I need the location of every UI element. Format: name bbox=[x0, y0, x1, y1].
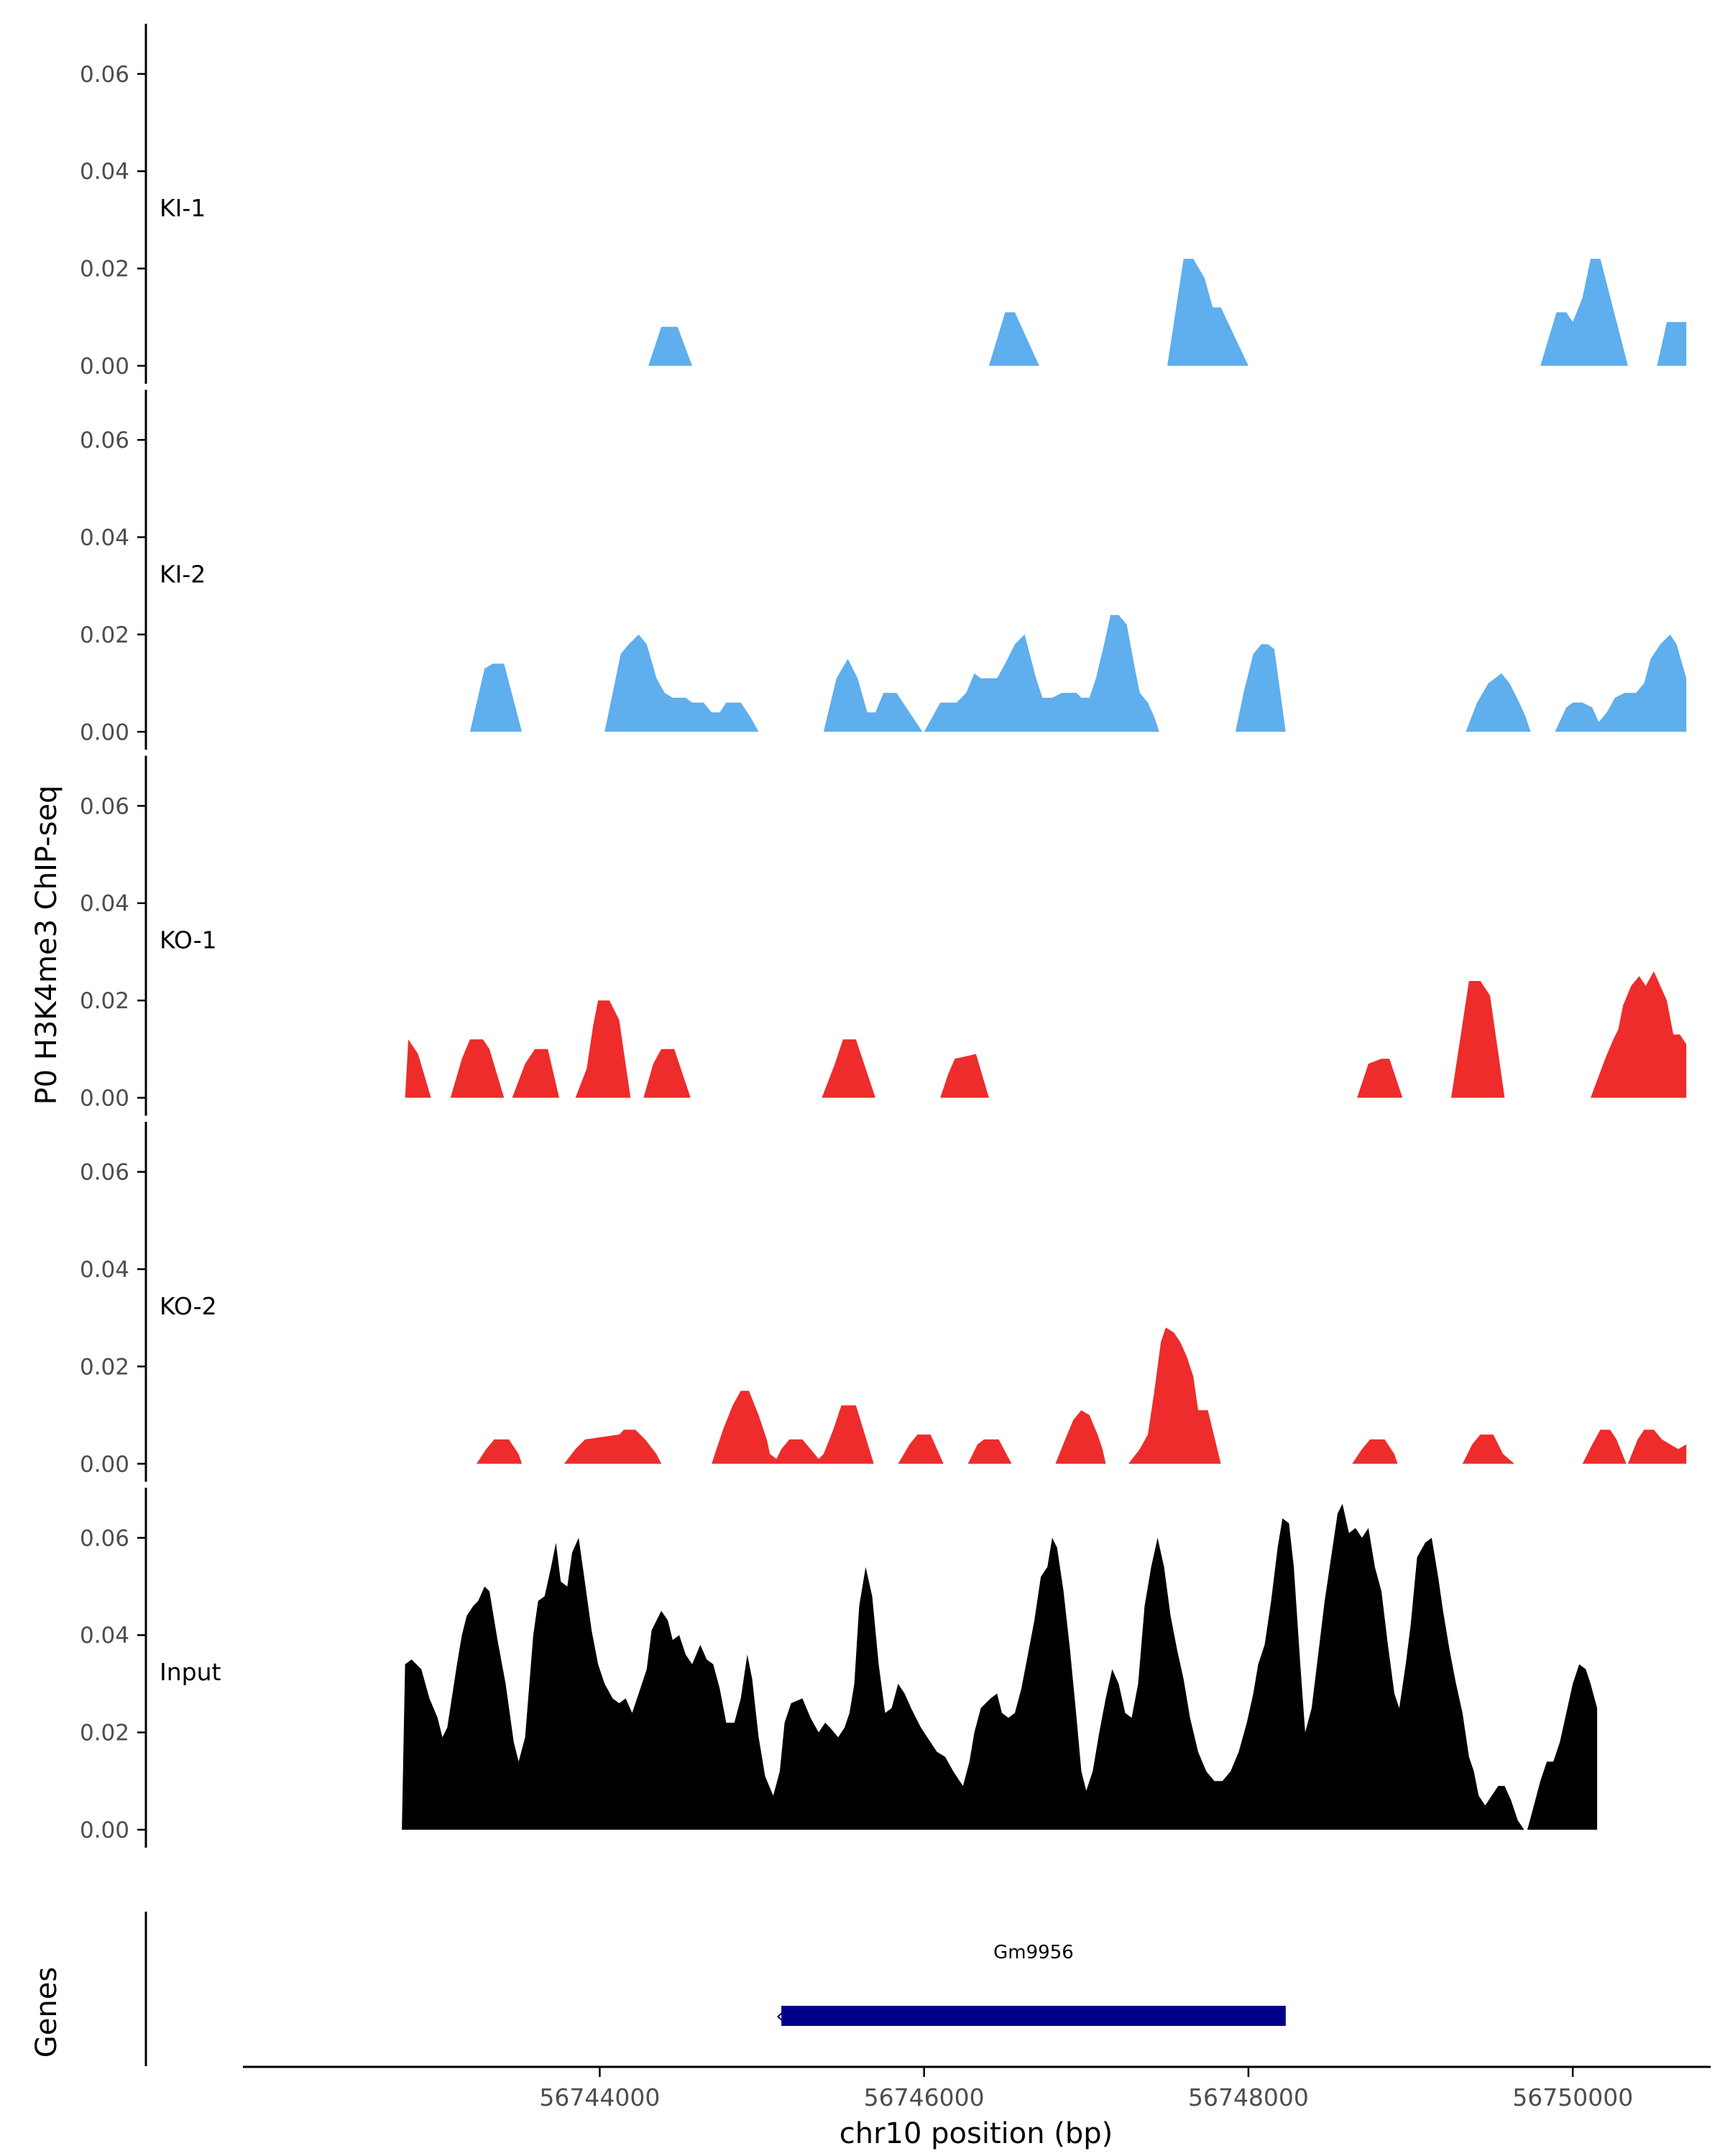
signal-peak bbox=[924, 614, 1159, 732]
signal-peak bbox=[1352, 1439, 1398, 1464]
signal-peak bbox=[712, 1391, 874, 1464]
signal-peak bbox=[1657, 322, 1687, 366]
signal-peak bbox=[1555, 634, 1687, 732]
gene-strand-arrow-icon: ‹ bbox=[776, 2004, 784, 2029]
y-tick-label: 0.02 bbox=[80, 257, 129, 282]
signal-peak bbox=[940, 1054, 989, 1098]
x-tick-label: 56746000 bbox=[864, 2083, 985, 2111]
y-tick-label: 0.00 bbox=[80, 719, 129, 745]
track-input: 0.00 0.02 0.04 0.06 Input bbox=[80, 1488, 1598, 1848]
signal-peak bbox=[604, 634, 759, 732]
signal-peak bbox=[1466, 673, 1531, 732]
signal-peak bbox=[1055, 1410, 1106, 1464]
track-label: Input bbox=[160, 1658, 221, 1686]
signal-peak bbox=[476, 1439, 523, 1464]
x-tick-label: 56744000 bbox=[539, 2083, 660, 2111]
signal-peak bbox=[405, 1039, 431, 1098]
y-tick-label: 0.02 bbox=[80, 1354, 129, 1380]
signal-peak bbox=[564, 1429, 662, 1464]
signal-peak bbox=[1462, 1434, 1514, 1464]
signal-peak bbox=[1357, 1059, 1403, 1098]
y-axis-title: P0 H3K4me3 ChIP-seq bbox=[30, 786, 63, 1105]
signal-peak bbox=[988, 312, 1039, 366]
y-tick-label: 0.04 bbox=[80, 891, 129, 917]
y-tick-label: 0.06 bbox=[80, 62, 129, 88]
signal-peak bbox=[469, 663, 523, 732]
signal-peak bbox=[1527, 1664, 1598, 1830]
y-tick-label: 0.04 bbox=[80, 1257, 129, 1283]
y-tick-label: 0.06 bbox=[80, 1160, 129, 1186]
track-label: KI-1 bbox=[160, 194, 206, 222]
gene-label: Gm9956 bbox=[993, 1942, 1074, 1963]
signal-peak bbox=[643, 1049, 691, 1098]
x-tick-label: 56748000 bbox=[1188, 2083, 1309, 2111]
signal-peak bbox=[1591, 971, 1687, 1098]
track-ki-1: 0.00 0.02 0.04 0.06 KI-1 bbox=[80, 24, 1687, 384]
signal-peak bbox=[1451, 981, 1505, 1098]
signal-peak bbox=[450, 1039, 505, 1098]
signal-peak bbox=[822, 1039, 875, 1098]
track-label: KI-2 bbox=[160, 560, 206, 588]
genes-track: Genes Gm9956 ‹ bbox=[30, 1912, 1286, 2066]
signal-peak bbox=[1128, 1327, 1221, 1464]
signal-peak bbox=[575, 1000, 631, 1098]
y-tick-label: 0.06 bbox=[80, 793, 129, 819]
y-tick-label: 0.02 bbox=[80, 988, 129, 1014]
y-tick-label: 0.04 bbox=[80, 159, 129, 185]
signal-peak bbox=[1235, 644, 1286, 732]
y-tick-label: 0.04 bbox=[80, 1623, 129, 1649]
chip-seq-tracks: 0.00 0.02 0.04 0.06 KI-1 0.00 0.02 0.04 0.06 KI-2… bbox=[80, 24, 1687, 1848]
y-tick-label: 0.00 bbox=[80, 354, 129, 379]
x-axis: 56744000 56746000 56748000 56750000 chr10 p… bbox=[243, 2065, 1711, 2150]
signal-peak bbox=[648, 326, 692, 366]
track-ko-2: 0.00 0.02 0.04 0.06 KO-2 bbox=[80, 1121, 1687, 1482]
track-ki-2: 0.00 0.02 0.04 0.06 KI-2 bbox=[80, 390, 1687, 750]
signal-peak bbox=[898, 1434, 944, 1464]
x-tick-label: 56750000 bbox=[1512, 2083, 1633, 2111]
signal-peak bbox=[967, 1439, 1012, 1464]
gene-body bbox=[781, 2006, 1286, 2026]
y-tick-label: 0.06 bbox=[80, 1526, 129, 1552]
track-label: KO-1 bbox=[160, 926, 217, 954]
y-tick-label: 0.02 bbox=[80, 1720, 129, 1746]
y-tick-label: 0.04 bbox=[80, 525, 129, 550]
signal-peak bbox=[1540, 259, 1628, 366]
y-tick-label: 0.02 bbox=[80, 622, 129, 648]
signal-peak bbox=[1627, 1429, 1687, 1464]
y-tick-label: 0.06 bbox=[80, 428, 129, 453]
signal-peak bbox=[823, 658, 923, 732]
x-axis-title: chr10 position (bp) bbox=[840, 2117, 1113, 2150]
track-ko-1: 0.00 0.02 0.04 0.06 KO-1 bbox=[80, 755, 1687, 1116]
y-tick-label: 0.00 bbox=[80, 1818, 129, 1843]
signal-peak bbox=[402, 1503, 1524, 1830]
genes-axis-title: Genes bbox=[30, 1967, 63, 2058]
track-label: KO-2 bbox=[160, 1292, 217, 1320]
signal-peak bbox=[512, 1049, 559, 1098]
signal-peak bbox=[1167, 259, 1248, 366]
y-tick-label: 0.00 bbox=[80, 1452, 129, 1478]
y-tick-label: 0.00 bbox=[80, 1086, 129, 1112]
signal-peak bbox=[1582, 1429, 1627, 1464]
